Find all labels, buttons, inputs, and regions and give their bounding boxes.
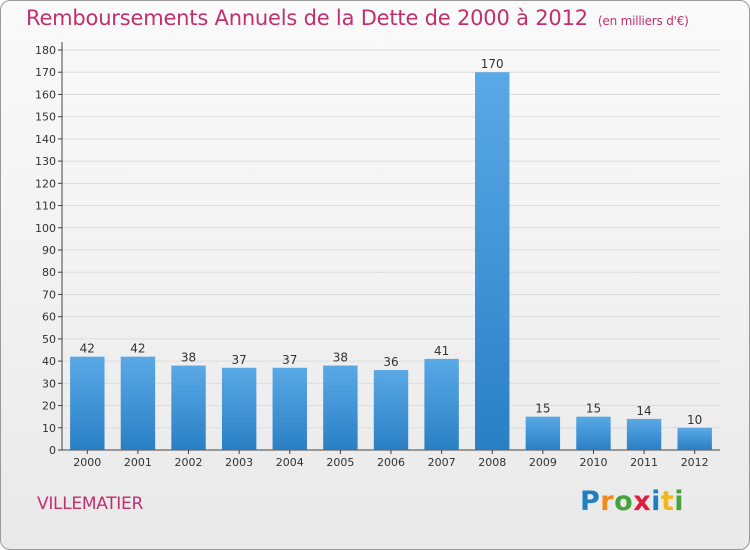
data-label: 41 <box>434 344 449 358</box>
x-tick-labels: 2000 2001 2002 2003 2004 2005 2006 2007 2008 2009… <box>73 450 709 469</box>
x-tick-label: 2003 <box>225 456 253 469</box>
x-tick-label: 2009 <box>529 456 557 469</box>
y-tick-label: 60 <box>42 311 56 324</box>
bar-2005 <box>323 365 358 450</box>
x-tick-label: 2008 <box>478 456 506 469</box>
y-tick-label: 50 <box>42 333 56 346</box>
x-tick-label: 2004 <box>276 456 304 469</box>
data-label: 36 <box>383 355 398 369</box>
x-tick-label: 2011 <box>630 456 658 469</box>
data-label: 15 <box>535 402 550 416</box>
proxiti-logo: Proxiti <box>580 486 685 517</box>
town-name: VILLEMATIER <box>37 494 143 514</box>
y-tick-label: 100 <box>35 222 56 235</box>
x-tick-label: 2006 <box>377 456 405 469</box>
x-tick-label: 2010 <box>579 456 607 469</box>
y-tick-label: 80 <box>42 266 56 279</box>
data-label: 42 <box>80 342 95 356</box>
bar-2012 <box>677 427 712 450</box>
bars: 42 42 38 37 37 38 36 41 170 15 15 14 10 <box>70 57 712 450</box>
x-tick-label: 2005 <box>326 456 354 469</box>
bar-2004 <box>272 367 307 450</box>
x-tick-label: 2007 <box>428 456 456 469</box>
data-label: 37 <box>282 353 297 367</box>
bar-2007 <box>424 358 459 450</box>
y-tick-label: 20 <box>42 400 56 413</box>
y-tick-label: 110 <box>35 200 56 213</box>
bar-2006 <box>373 370 409 450</box>
data-label: 10 <box>687 413 702 427</box>
chart-subtitle: (en milliers d'€) <box>597 14 689 28</box>
y-tick-label: 150 <box>35 111 56 124</box>
bar-2002 <box>171 365 206 450</box>
y-tick-label: 0 <box>49 444 56 457</box>
y-tick-label: 140 <box>35 133 56 146</box>
bar-2003 <box>221 367 257 450</box>
x-tick-label: 2012 <box>681 456 709 469</box>
bar-2008 <box>475 72 510 450</box>
data-label: 15 <box>586 402 601 416</box>
bar-2009 <box>525 416 561 450</box>
data-label: 38 <box>333 351 348 365</box>
x-tick-label: 2001 <box>124 456 152 469</box>
y-tick-label: 40 <box>42 355 56 368</box>
x-tick-label: 2000 <box>73 456 101 469</box>
bar-2011 <box>626 418 662 450</box>
chart-title: Remboursements Annuels de la Dette de 20… <box>26 6 689 30</box>
y-tick-label: 90 <box>42 244 56 257</box>
y-tick-labels: 0 10 20 30 40 50 60 70 80 90 100 110 120 130 140 150 160… <box>35 44 62 457</box>
data-label: 14 <box>636 404 651 418</box>
data-label: 37 <box>232 353 247 367</box>
y-tick-label: 10 <box>42 422 56 435</box>
y-tick-label: 120 <box>35 177 56 190</box>
y-tick-label: 30 <box>42 377 56 390</box>
y-tick-label: 180 <box>35 44 56 57</box>
y-tick-label: 160 <box>35 88 56 101</box>
bar-2010 <box>576 416 611 450</box>
bar-2000 <box>70 356 105 450</box>
y-tick-label: 170 <box>35 66 56 79</box>
data-label: 38 <box>181 351 196 365</box>
bar-2001 <box>120 356 156 450</box>
chart-title-text: Remboursements Annuels de la Dette de 20… <box>26 6 588 30</box>
data-label: 170 <box>481 57 504 71</box>
y-tick-label: 70 <box>42 288 56 301</box>
y-tick-label: 130 <box>35 155 56 168</box>
x-tick-label: 2002 <box>175 456 203 469</box>
data-label: 42 <box>130 342 145 356</box>
